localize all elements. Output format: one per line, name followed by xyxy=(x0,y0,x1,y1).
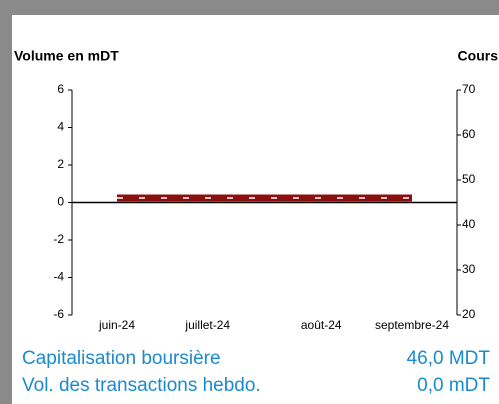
summary-row: Vol. des transactions hebdo. 0,0 mDT xyxy=(22,375,490,397)
y2-tick-label: 20 xyxy=(462,307,476,321)
x-tick-label: juillet-24 xyxy=(184,318,230,332)
x-tick-label: septembre-24 xyxy=(375,318,449,332)
y-tick-label: -6 xyxy=(53,307,64,321)
summary-value: 0,0 mDT xyxy=(417,375,490,396)
y2-axis-title: Cours xyxy=(458,48,499,64)
panel xyxy=(12,15,499,404)
y-tick-label: 6 xyxy=(57,82,64,96)
summary-value: 46,0 MDT xyxy=(406,348,490,369)
y2-tick-label: 40 xyxy=(462,217,476,231)
y-tick-label: 0 xyxy=(57,195,64,209)
x-tick-label: juin-24 xyxy=(98,318,135,332)
y2-tick-label: 60 xyxy=(462,127,476,141)
y-tick-label: -4 xyxy=(53,270,64,284)
summary-row: Capitalisation boursière 46,0 MDT xyxy=(22,348,490,370)
y-tick-label: -2 xyxy=(53,232,64,246)
y-axis-title: Volume en mDT xyxy=(14,48,119,64)
x-tick-label: août-24 xyxy=(301,318,342,332)
y2-tick-label: 30 xyxy=(462,262,476,276)
y-tick-label: 2 xyxy=(57,157,64,171)
chart: Volume en mDT Cours -6 -4 -2 0 2 4 6 20 30 40 50 60… xyxy=(14,48,499,332)
y2-tick-label: 70 xyxy=(462,82,476,96)
summary-label: Vol. des transactions hebdo. xyxy=(22,375,261,396)
y2-tick-label: 50 xyxy=(462,172,476,186)
y-tick-label: 4 xyxy=(57,120,64,134)
summary-label: Capitalisation boursière xyxy=(22,348,221,369)
